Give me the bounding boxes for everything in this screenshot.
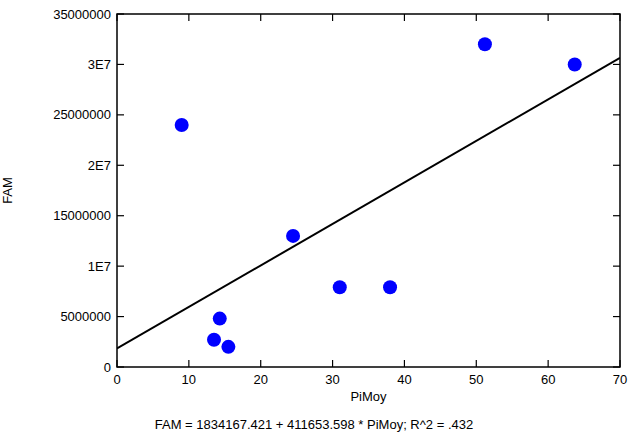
y-axis-label: FAM bbox=[0, 177, 15, 204]
x-tick bbox=[404, 360, 405, 367]
y-tick bbox=[117, 366, 124, 367]
point bbox=[207, 333, 221, 347]
x-tick-label: 30 bbox=[325, 372, 339, 387]
x-tick-label: 40 bbox=[397, 372, 411, 387]
x-tick-top bbox=[404, 14, 405, 21]
y-tick-label: 1E7 bbox=[88, 259, 111, 274]
x-tick-label: 20 bbox=[253, 372, 267, 387]
regression-line bbox=[117, 58, 620, 349]
x-tick-label: 10 bbox=[182, 372, 196, 387]
point bbox=[213, 312, 227, 326]
y-tick bbox=[117, 215, 124, 216]
y-tick bbox=[117, 165, 124, 166]
caption: FAM = 1834167.421 + 411653.598 * PiMoy; … bbox=[155, 417, 473, 432]
point bbox=[221, 340, 235, 354]
x-tick-label: 60 bbox=[541, 372, 555, 387]
y-tick bbox=[117, 64, 124, 65]
y-tick-right bbox=[613, 165, 620, 166]
x-tick-top bbox=[116, 14, 117, 21]
y-tick-label: 15000000 bbox=[53, 208, 111, 223]
point bbox=[286, 229, 300, 243]
y-tick bbox=[117, 316, 124, 317]
y-tick-label: 35000000 bbox=[53, 7, 111, 22]
x-tick bbox=[548, 360, 549, 367]
point bbox=[383, 280, 397, 294]
x-axis-label: PiMoy bbox=[350, 389, 387, 404]
plot-frame bbox=[117, 14, 620, 367]
chart-container: 0 10 20 30 40 50 60 70 0 5000000 1E7 15000000 2E7 250… bbox=[0, 0, 628, 446]
x-tick-top bbox=[188, 14, 189, 21]
x-tick bbox=[260, 360, 261, 367]
x-tick bbox=[619, 360, 620, 367]
y-tick-right bbox=[613, 366, 620, 367]
point bbox=[333, 280, 347, 294]
x-tick-label: 50 bbox=[469, 372, 483, 387]
plot-area bbox=[117, 37, 620, 354]
x-tick-top bbox=[332, 14, 333, 21]
x-tick-top bbox=[476, 14, 477, 21]
point bbox=[568, 57, 582, 71]
x-tick bbox=[476, 360, 477, 367]
y-tick-right bbox=[613, 215, 620, 216]
y-tick-right bbox=[613, 64, 620, 65]
y-tick-label: 5000000 bbox=[60, 309, 111, 324]
x-tick bbox=[332, 360, 333, 367]
y-tick bbox=[117, 266, 124, 267]
x-tick bbox=[188, 360, 189, 367]
x-tick-label: 0 bbox=[113, 372, 120, 387]
y-tick bbox=[117, 13, 124, 14]
y-tick-label: 0 bbox=[104, 360, 111, 375]
y-tick bbox=[117, 114, 124, 115]
y-tick-right bbox=[613, 13, 620, 14]
x-tick-top bbox=[619, 14, 620, 21]
y-tick-right bbox=[613, 266, 620, 267]
y-tick-label: 25000000 bbox=[53, 107, 111, 122]
x-tick-top bbox=[260, 14, 261, 21]
chart-svg: 0 10 20 30 40 50 60 70 0 5000000 1E7 15000000 2E7 250… bbox=[0, 0, 628, 446]
point bbox=[478, 37, 492, 51]
x-tick bbox=[116, 360, 117, 367]
x-tick-label: 70 bbox=[613, 372, 627, 387]
x-tick-top bbox=[548, 14, 549, 21]
y-tick-right bbox=[613, 114, 620, 115]
point bbox=[175, 118, 189, 132]
y-tick-label: 2E7 bbox=[88, 158, 111, 173]
y-tick-right bbox=[613, 316, 620, 317]
y-tick-label: 3E7 bbox=[88, 57, 111, 72]
